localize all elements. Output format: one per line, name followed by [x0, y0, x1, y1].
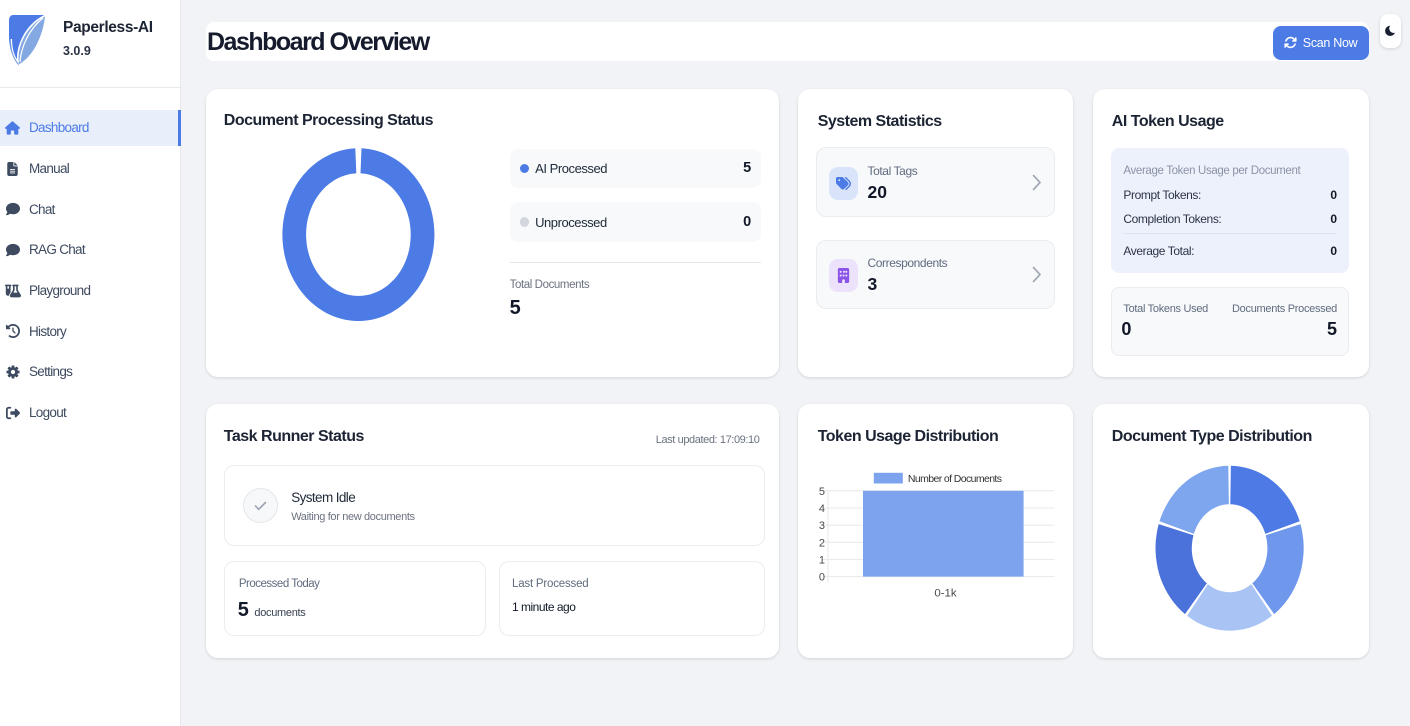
svg-text:0: 0	[818, 572, 824, 584]
svg-text:1: 1	[818, 555, 824, 567]
svg-text:4: 4	[818, 503, 824, 515]
svg-text:Number of Documents: Number of Documents	[907, 475, 1001, 486]
svg-text:3: 3	[818, 520, 824, 532]
svg-text:2: 2	[818, 538, 824, 550]
svg-text:5: 5	[818, 486, 824, 498]
svg-text:0-1k: 0-1k	[934, 588, 957, 600]
